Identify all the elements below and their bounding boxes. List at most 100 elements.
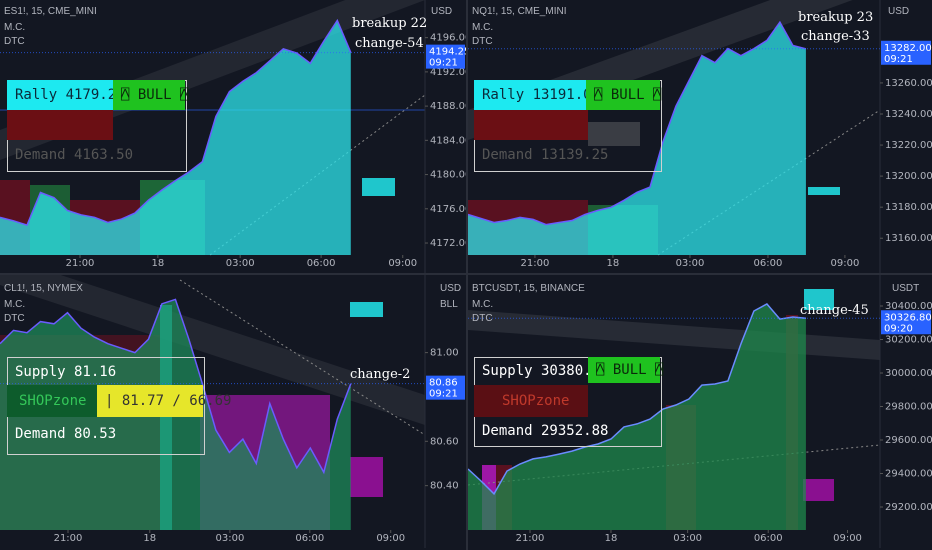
- x-tick-label: 21:00: [516, 533, 545, 544]
- y-tick-label: 4196.00: [430, 33, 466, 44]
- x-tick-label: 21:00: [521, 258, 550, 269]
- x-tick-label: 09:00: [376, 533, 405, 544]
- y-tick-label: 13200.00: [885, 171, 932, 182]
- y-tick-label: 4180.00: [430, 170, 466, 181]
- annotation: change-2: [350, 367, 411, 382]
- x-tick-label: 21:00: [66, 258, 95, 269]
- zone-ratio: | 81.77 / 66.69: [97, 385, 231, 417]
- indicator: M.C.: [472, 22, 494, 33]
- symbol-title: NQ1!, 15, CME_MINI: [472, 6, 567, 17]
- indicator: DTC: [472, 36, 493, 47]
- x-tick-label: 03:00: [226, 258, 255, 269]
- y-tick-label: 29200.00: [885, 502, 932, 513]
- panel-btc: 29200.00 29400.00 29600.00 29800.00 30000.00…: [468, 275, 932, 550]
- area: [0, 20, 351, 255]
- y-tick-label: 29600.00: [885, 435, 932, 446]
- last-price-label: 13282.00: [884, 43, 932, 54]
- last-price-tag: [881, 40, 931, 65]
- marker-box: [803, 479, 834, 501]
- x-tick-label: 06:00: [754, 258, 783, 269]
- y-tick-label: 30200.00: [885, 334, 932, 345]
- indicator: DTC: [4, 36, 25, 47]
- zone-badge: ⍓ BULL ⍓: [586, 80, 661, 110]
- price-line: [468, 303, 806, 496]
- zone-badge: SHOPzone: [7, 385, 97, 417]
- last-time-label: 09:21: [429, 389, 458, 400]
- marker-box: [350, 457, 383, 497]
- marker-box: [808, 187, 840, 195]
- x-tick-label: 09:00: [830, 258, 859, 269]
- y-tick-label: 4188.00: [430, 101, 466, 112]
- trend-line: [657, 109, 881, 256]
- last-time-label: 09:20: [884, 323, 913, 334]
- y-tick-label: 80.60: [430, 436, 459, 447]
- last-time-label: 09:21: [884, 54, 913, 65]
- last-price-tag: [881, 310, 931, 335]
- y-tick-label: 4172.00: [430, 238, 466, 249]
- x-tick-label: 18: [143, 533, 156, 544]
- x-tick-label: 09:00: [388, 258, 417, 269]
- indicator: M.C.: [472, 299, 494, 310]
- zone-badge: ⍓ BULL ⍓: [588, 357, 663, 383]
- symbol-title: ES1!, 15, CME_MINI: [4, 6, 97, 17]
- indicator: DTC: [472, 313, 493, 324]
- y-tick-label: 29800.00: [885, 401, 932, 412]
- last-price-tag: [426, 375, 465, 400]
- y-tick-label: 81.00: [430, 348, 459, 359]
- zone-top: Rally 4179.25: [7, 80, 125, 110]
- marker-box: [362, 178, 395, 196]
- x-tick-label: 06:00: [754, 533, 783, 544]
- price-line: [0, 298, 352, 475]
- y-tick-label: 4184.00: [430, 135, 466, 146]
- area: [468, 22, 806, 256]
- zone-mid: SHOPzone: [474, 385, 588, 417]
- indicator: M.C.: [4, 299, 26, 310]
- symbol-title: BTCUSDT, 15, BINANCE: [472, 283, 585, 294]
- y-tick-label: 13220.00: [885, 140, 932, 151]
- x-tick-label: 06:00: [307, 258, 336, 269]
- annotation: change-54: [355, 36, 424, 51]
- y-tick-label: 30000.00: [885, 368, 932, 379]
- x-tick-label: 03:00: [673, 533, 702, 544]
- currency: USDT: [892, 283, 920, 294]
- annotation: change-45: [800, 303, 869, 318]
- x-tick-label: 06:00: [295, 533, 324, 544]
- unit: BLL: [440, 299, 458, 310]
- zone-top: Rally 13191.00: [474, 80, 600, 110]
- marker-box: [350, 302, 383, 317]
- marker-box: [804, 289, 834, 310]
- zone-bottom: Demand 13139.25: [482, 147, 609, 163]
- zone-bottom: Demand 4163.50: [15, 147, 134, 163]
- currency: USD: [888, 6, 910, 17]
- y-tick-label: 80.40: [430, 481, 459, 492]
- last-time-label: 09:21: [429, 58, 458, 69]
- zone-fill: [588, 122, 640, 146]
- price-line: [468, 20, 807, 226]
- x-tick-label: 18: [605, 533, 618, 544]
- currency: USD: [440, 283, 462, 294]
- y-tick-label: 13240.00: [885, 109, 932, 120]
- y-tick-label: 13160.00: [885, 233, 932, 244]
- zone-bottom: Demand 80.53: [15, 426, 117, 442]
- annotation: change-33: [801, 29, 870, 44]
- last-price-label: 30326.80: [884, 312, 932, 323]
- last-price-label: 4194.25: [429, 47, 466, 58]
- y-tick-label: 13180.00: [885, 202, 932, 213]
- trend-line: [179, 279, 426, 436]
- x-tick-label: 09:00: [833, 533, 862, 544]
- annotation: breakup 23: [798, 10, 874, 25]
- y-tick-label: 4176.00: [430, 204, 466, 215]
- chart: 29200.00 29400.00 29600.00 29800.00 30000.00…: [468, 275, 932, 548]
- zone-bottom: Demand 29352.88: [482, 423, 609, 439]
- currency: USD: [431, 6, 453, 17]
- panel-cl: 80.40 80.60 81.00 21:00 18 03:00 06:00 09:00 80.…: [0, 275, 466, 550]
- x-tick-label: 03:00: [676, 258, 705, 269]
- panel-es: 4172.00 4176.00 4180.00 4184.00 4188.00 4192.…: [0, 0, 466, 273]
- zone-badge: ⍓ BULL ⍓: [113, 80, 188, 110]
- zone-fill: [7, 110, 113, 140]
- y-tick-label: 30400.00: [885, 301, 932, 312]
- area: [468, 304, 806, 530]
- zone-top: Supply 30380.72: [482, 363, 609, 379]
- last-price-label: 80.86: [429, 378, 458, 389]
